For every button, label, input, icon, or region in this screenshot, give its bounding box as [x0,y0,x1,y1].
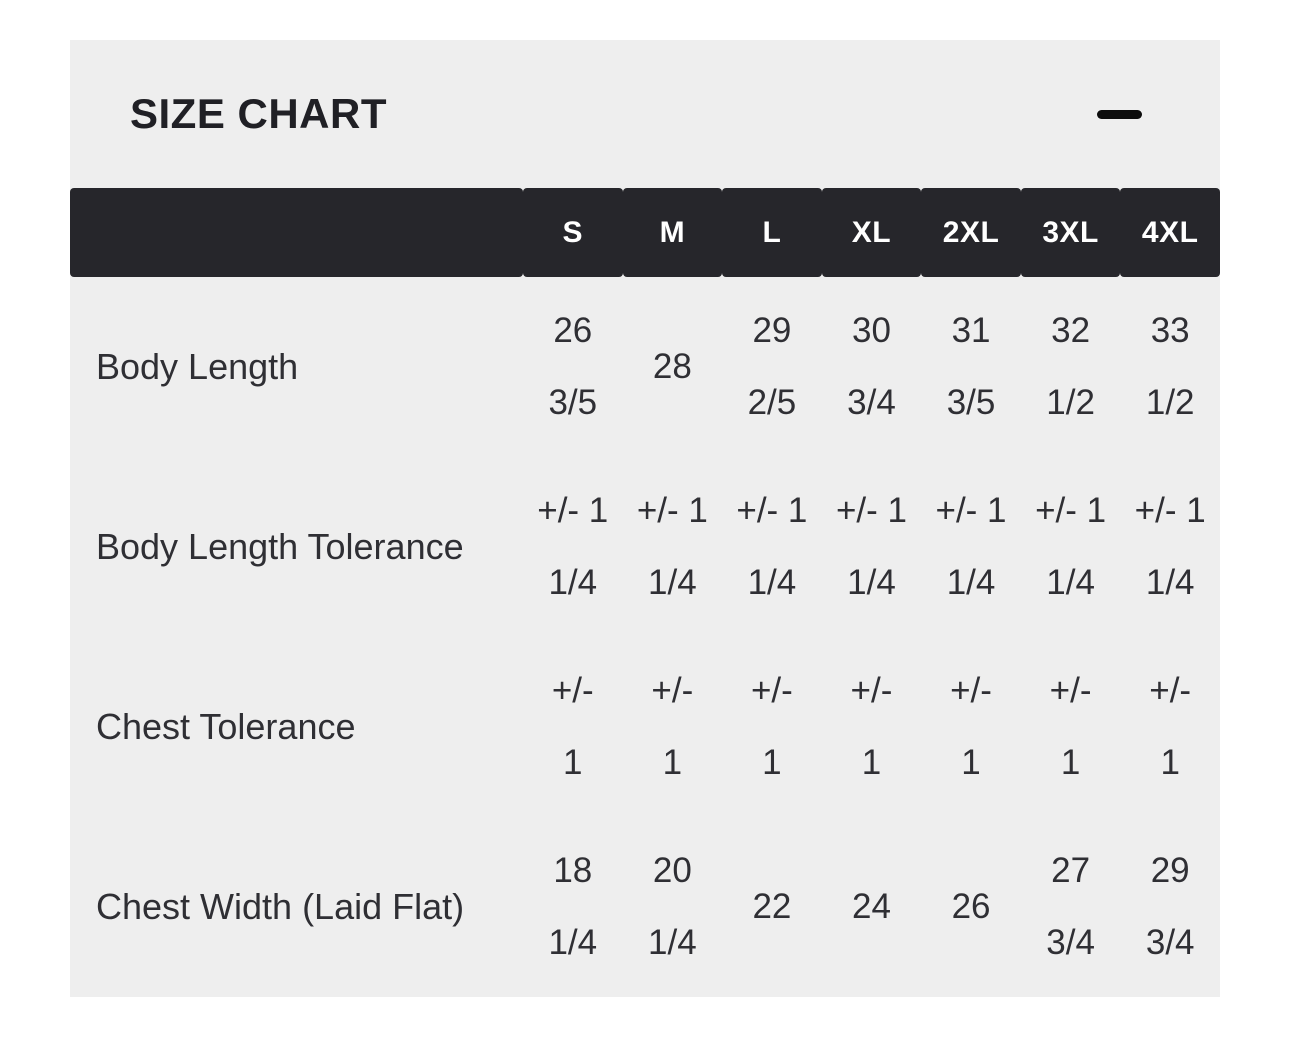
panel-title: SIZE CHART [130,90,387,137]
column-header-blank [70,188,523,277]
column-header-s: S [523,188,623,277]
cell-body-length-m: 28 [652,346,692,386]
cell-chest-tolerance-4xl: +/- 1 [1149,670,1192,782]
cell-body-length-xl: 30 3/4 [847,310,896,422]
cell-chest-width-xl: 24 [852,886,891,926]
column-header-xl: XL [821,188,922,277]
cell-body-length-l: 29 2/5 [747,310,797,422]
size-chart-panel: SIZE CHART S M L XL 2XL 3XL 4XL Body Len… [70,40,1220,997]
row-label: Body Length [96,346,299,388]
cell-bl-tolerance-l: +/- 1 1/4 [736,490,808,602]
cell-chest-width-4xl: 29 3/4 [1145,850,1195,962]
cell-chest-tolerance-s: +/- 1 [551,670,594,782]
cell-chest-width-3xl: 27 3/4 [1046,850,1095,962]
cell-chest-tolerance-2xl: +/- 1 [950,670,992,782]
table-row-body-length-tolerance: Body Length Tolerance +/- 1 1/4 +/- 1 1/… [70,457,1220,637]
column-header-l: L [722,188,822,277]
row-label: Body Length Tolerance [96,526,464,568]
collapse-button[interactable] [1097,100,1142,129]
cell-bl-tolerance-2xl: +/- 1 1/4 [935,490,1007,602]
column-header-3xl: 3XL [1020,188,1121,277]
cell-chest-tolerance-3xl: +/- 1 [1049,670,1092,782]
cell-body-length-3xl: 32 1/2 [1046,310,1095,422]
column-header-2xl: 2XL [921,188,1021,277]
panel-header: SIZE CHART [70,40,1220,188]
table-row-chest-tolerance: Chest Tolerance +/- 1 +/- 1 +/- 1 +/- 1 … [70,637,1220,817]
cell-chest-tolerance-m: +/- 1 [651,670,694,782]
cell-chest-width-l: 22 [752,886,792,926]
size-chart-table: S M L XL 2XL 3XL 4XL Body Length 26 3/5 … [70,188,1220,997]
cell-chest-tolerance-xl: +/- 1 [850,670,893,782]
column-header-m: M [622,188,723,277]
row-label: Chest Tolerance [96,706,356,748]
cell-bl-tolerance-xl: +/- 1 1/4 [835,490,907,602]
cell-body-length-2xl: 31 3/5 [946,310,996,422]
cell-bl-tolerance-s: +/- 1 1/4 [537,490,609,602]
cell-bl-tolerance-3xl: +/- 1 1/4 [1035,490,1107,602]
cell-chest-width-2xl: 26 [951,886,991,926]
minus-icon [1097,109,1142,119]
table-row-chest-width: Chest Width (Laid Flat) 18 1/4 20 1/4 22… [70,817,1220,997]
row-label: Chest Width (Laid Flat) [96,886,465,928]
cell-chest-tolerance-l: +/- 1 [750,670,793,782]
cell-chest-width-m: 20 1/4 [648,850,697,962]
cell-chest-width-s: 18 1/4 [548,850,598,962]
size-header-row: S M L XL 2XL 3XL 4XL [70,188,1220,277]
cell-body-length-4xl: 33 1/2 [1145,310,1195,422]
table-row-body-length: Body Length 26 3/5 28 29 2/5 30 3/4 31 3… [70,277,1220,457]
column-header-4xl: 4XL [1120,188,1220,277]
cell-bl-tolerance-m: +/- 1 1/4 [636,490,708,602]
cell-body-length-s: 26 3/5 [548,310,598,422]
cell-bl-tolerance-4xl: +/- 1 1/4 [1134,490,1206,602]
